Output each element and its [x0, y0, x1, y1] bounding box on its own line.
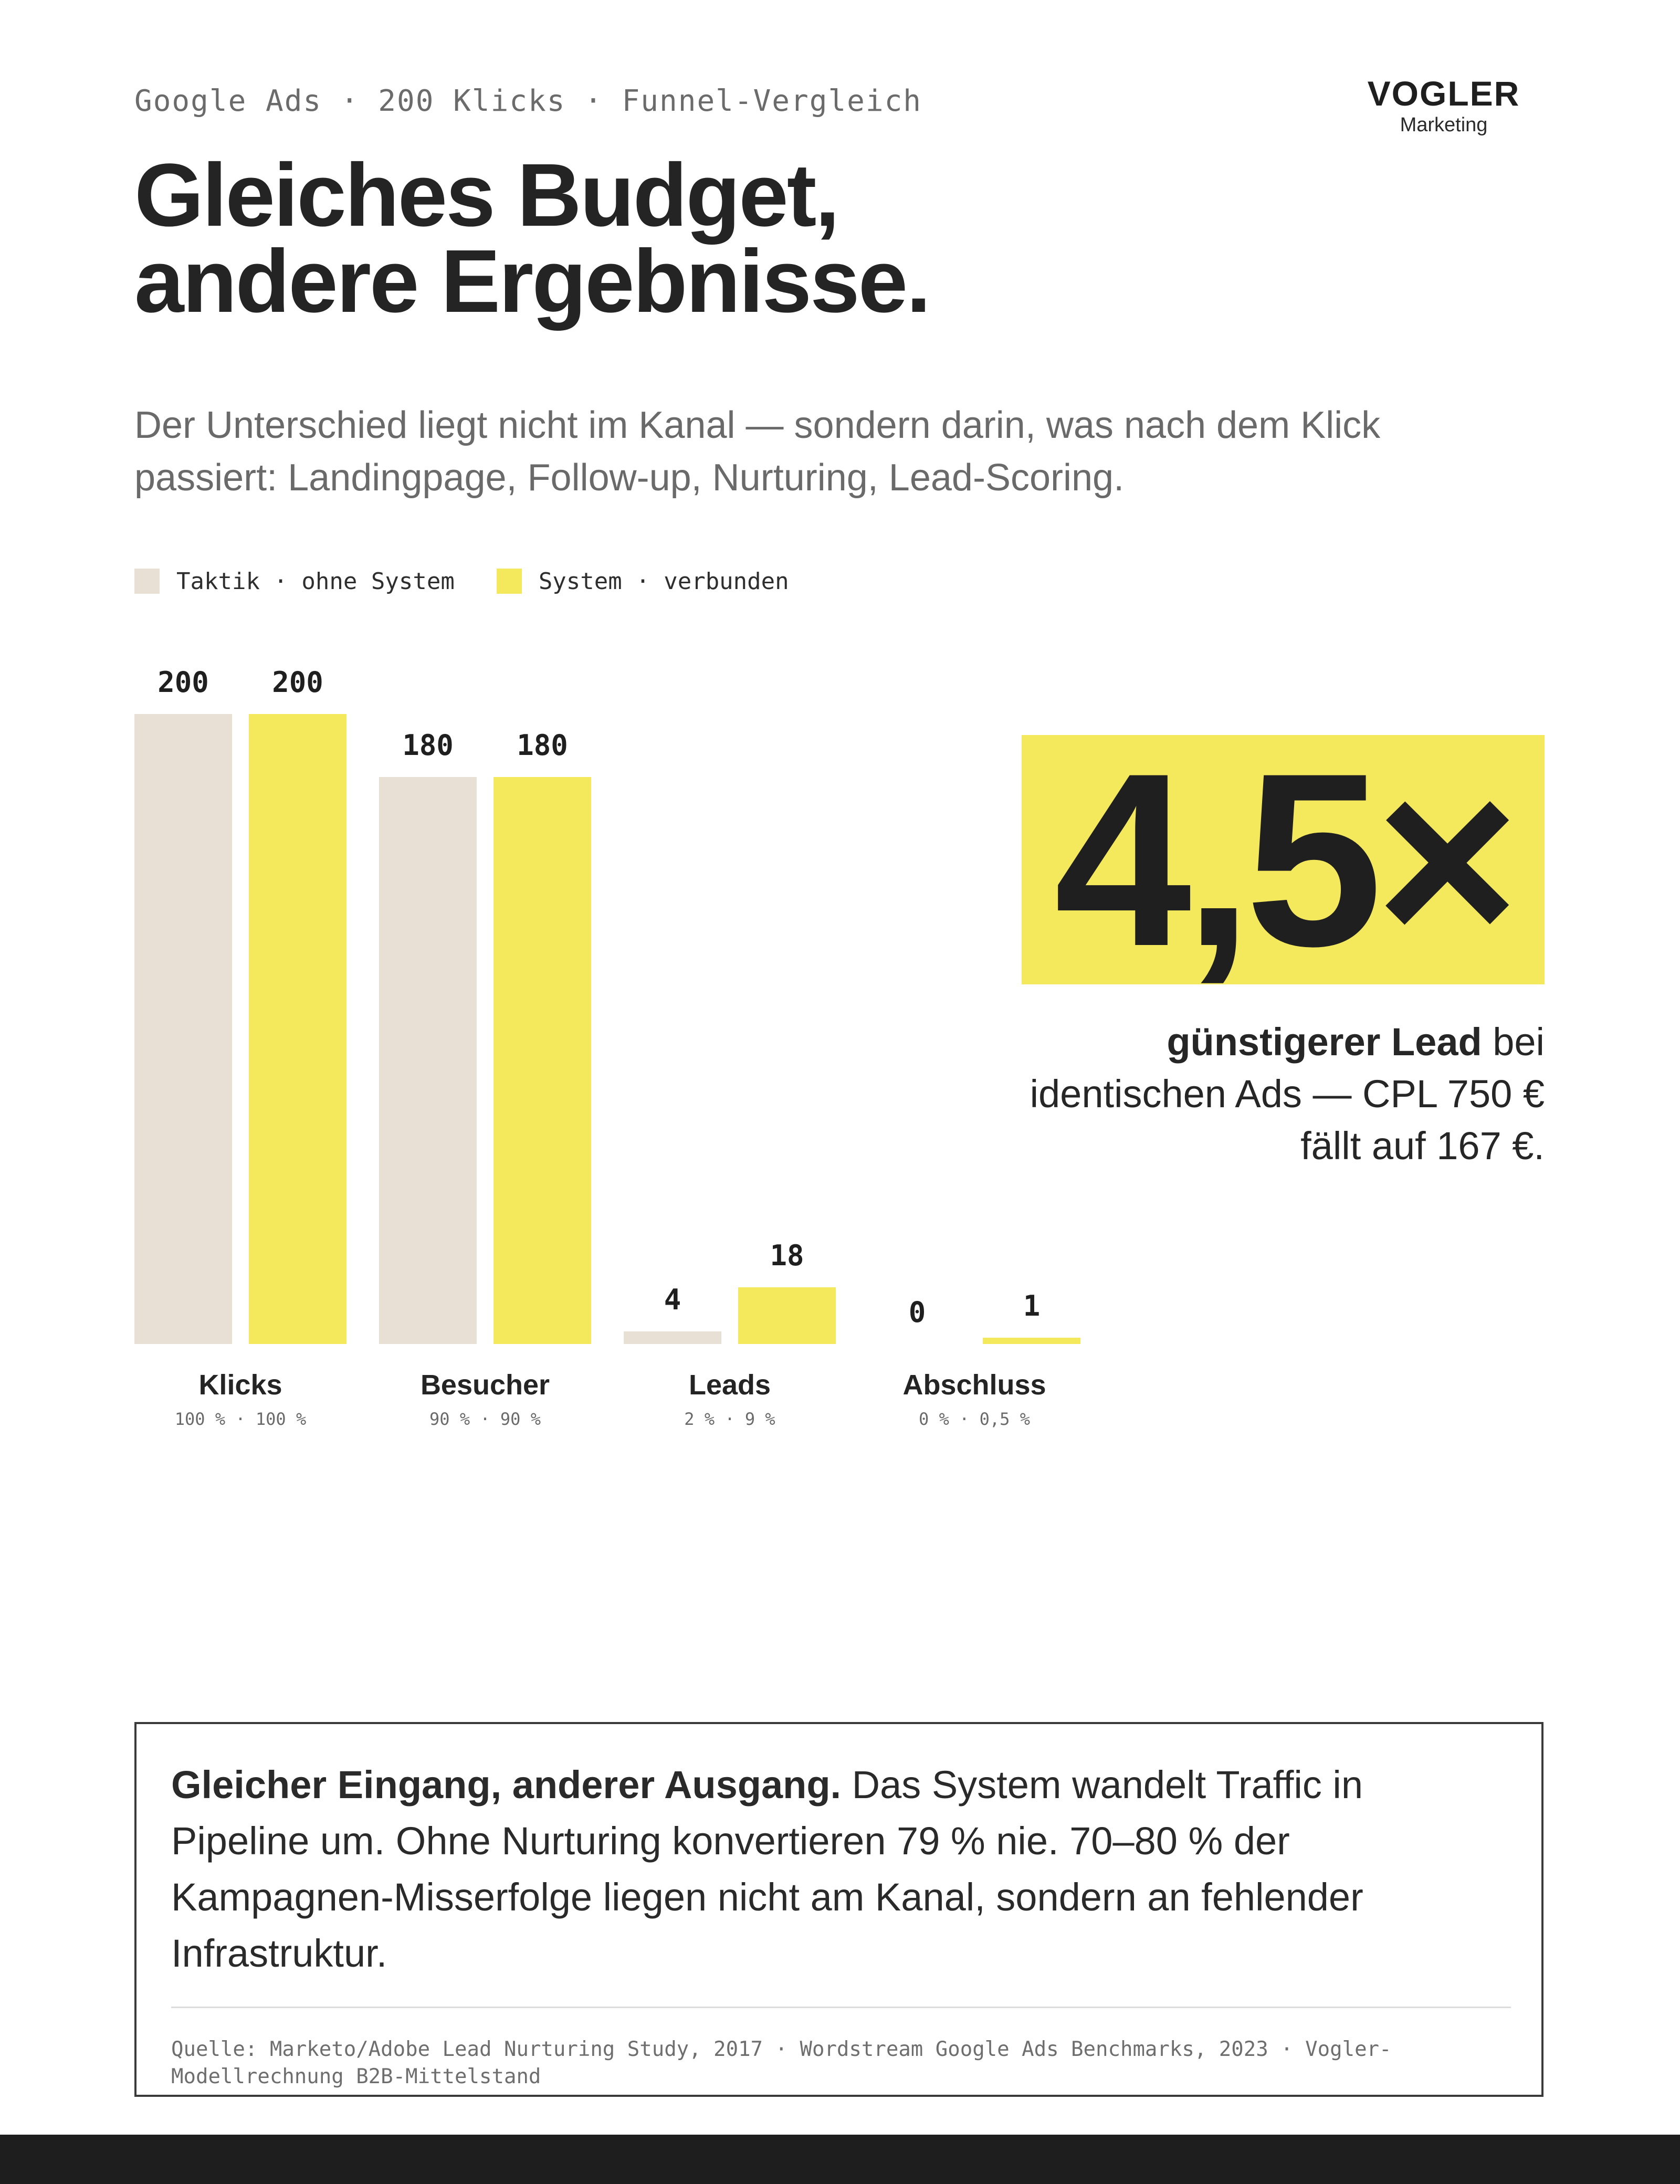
source-note: Quelle: Marketo/Adobe Lead Nurturing Stu…	[171, 2036, 1515, 2091]
subtitle-line: passiert: Landingpage, Follow-up, Nurtur…	[134, 457, 1125, 499]
category-rate: 0 % · 0,5 %	[919, 1409, 1030, 1429]
bar-klicks-s1	[249, 714, 346, 1344]
brand-logo: VOGLER Marketing	[1344, 74, 1544, 136]
data-label: 0	[909, 1296, 926, 1329]
legend-item-taktik: Taktik · ohne System	[134, 568, 455, 595]
data-label: 180	[517, 729, 568, 762]
highlight-desc-line: günstigerer Lead bei	[892, 1016, 1545, 1068]
source-line: Modellrechnung B2B-Mittelstand	[171, 2065, 541, 2088]
legend-swatch-taktik	[134, 569, 160, 594]
bar-besucher-s1	[494, 777, 591, 1344]
legend-label-taktik: Taktik · ohne System	[176, 568, 455, 595]
logo-sub: Marketing	[1400, 114, 1488, 136]
category-label: Besucher	[421, 1369, 550, 1401]
subtitle-line: Der Unterschied liegt nicht im Kanal — s…	[134, 404, 1381, 446]
category-label: Abschluss	[902, 1369, 1046, 1401]
category-rate: 2 % · 9 %	[684, 1409, 775, 1429]
highlight-desc-rest: bei	[1482, 1020, 1545, 1064]
title-line: andere Ergebnisse.	[134, 232, 931, 331]
summary-line: Infrastruktur.	[171, 1931, 387, 1975]
bar-klicks-s0	[134, 714, 232, 1344]
source-line: Quelle: Marketo/Adobe Lead Nurturing Stu…	[171, 2038, 1392, 2061]
category-label: Leads	[689, 1369, 771, 1401]
summary-divider	[171, 2007, 1511, 2008]
highlight-desc-bold: günstigerer Lead	[1167, 1020, 1482, 1064]
summary-line: Kampagnen-Misserfolge liegen nicht am Ka…	[171, 1875, 1363, 1919]
kicker: Google Ads · 200 Klicks · Funnel-Verglei…	[134, 84, 922, 118]
highlight-desc-line: identischen Ads — CPL 750 €	[1030, 1072, 1545, 1116]
highlight-box: 4,5×	[1022, 735, 1545, 984]
summary-bold: Gleicher Eingang, anderer Ausgang.	[171, 1763, 842, 1807]
bar-besucher-s0	[379, 777, 477, 1344]
category-rate: 100 % · 100 %	[175, 1409, 306, 1429]
summary-text: Gleicher Eingang, anderer Ausgang. Das S…	[171, 1757, 1515, 1981]
legend-label-system: System · verbunden	[538, 568, 789, 595]
data-label: 200	[272, 666, 323, 699]
summary-line: Pipeline um. Ohne Nurturing konvertieren…	[171, 1819, 1290, 1863]
category-label: Klicks	[198, 1369, 282, 1401]
summary-box: Gleicher Eingang, anderer Ausgang. Das S…	[134, 1722, 1544, 2097]
data-label: 1	[1023, 1289, 1041, 1322]
data-label: 4	[664, 1283, 681, 1316]
highlight-value: 4,5×	[1054, 721, 1519, 998]
bar-leads-s0	[624, 1331, 721, 1344]
data-label: 200	[158, 666, 209, 699]
logo-name: VOGLER	[1367, 74, 1520, 113]
page-title: Gleiches Budget, andere Ergebnisse.	[134, 145, 1394, 331]
summary-line: Gleicher Eingang, anderer Ausgang. Das S…	[171, 1757, 1515, 1813]
summary-first-rest: Das System wandelt Traffic in	[841, 1763, 1363, 1807]
bar-abschluss-s1	[983, 1338, 1080, 1344]
highlight-desc-line: fällt auf 167 €.	[1300, 1124, 1545, 1168]
chart-legend: Taktik · ohne System System · verbunden	[134, 568, 831, 595]
title-line: Gleiches Budget,	[134, 145, 840, 245]
data-label: 180	[402, 729, 454, 762]
category-rate: 90 % · 90 %	[429, 1409, 541, 1429]
data-label: 18	[770, 1239, 804, 1272]
legend-swatch-system	[496, 569, 522, 594]
highlight-description: günstigerer Lead bei identischen Ads — C…	[892, 1016, 1545, 1172]
bar-leads-s1	[738, 1287, 836, 1344]
subtitle: Der Unterschied liegt nicht im Kanal — s…	[134, 399, 1573, 504]
footer-bar	[0, 2135, 1680, 2184]
legend-item-system: System · verbunden	[496, 568, 789, 595]
